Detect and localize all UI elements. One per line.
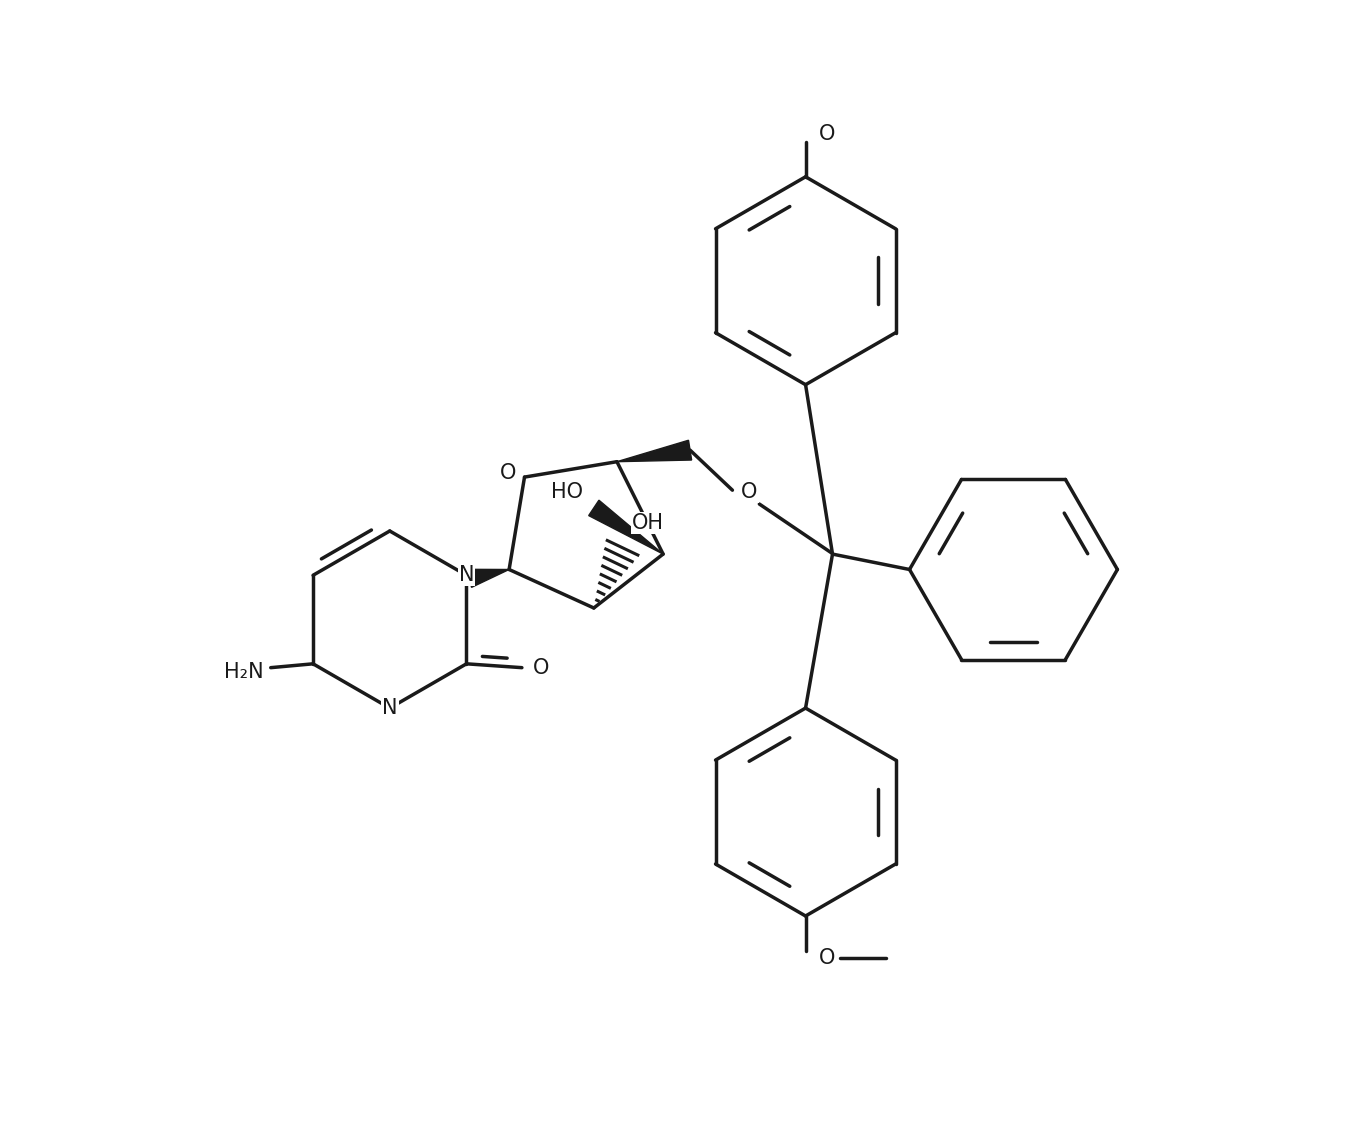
Text: O: O xyxy=(820,125,836,144)
Polygon shape xyxy=(589,500,663,554)
Text: O: O xyxy=(500,463,516,484)
Text: HO: HO xyxy=(550,482,583,502)
Polygon shape xyxy=(617,440,691,462)
Text: O: O xyxy=(533,658,549,677)
Text: O: O xyxy=(742,481,758,502)
Text: OH: OH xyxy=(631,513,664,533)
Polygon shape xyxy=(467,570,510,588)
Text: H₂N: H₂N xyxy=(224,661,264,682)
Text: N: N xyxy=(459,565,474,586)
Text: O: O xyxy=(820,949,836,968)
Text: N: N xyxy=(382,698,398,719)
